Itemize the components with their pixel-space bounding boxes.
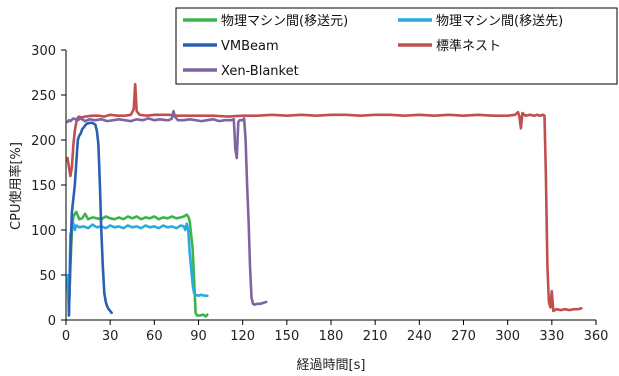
- x-axis-label: 経過時間[s]: [297, 358, 366, 373]
- series-layer: [66, 82, 583, 318]
- series-line-1: [66, 222, 209, 317]
- axes: [61, 49, 597, 325]
- x-tick-label: 60: [146, 329, 163, 344]
- x-tick-label: 0: [62, 329, 70, 344]
- y-tick-label: 50: [39, 269, 56, 284]
- x-tick-label: 330: [539, 329, 564, 344]
- x-tick-label: 120: [230, 329, 255, 344]
- legend-box: [175, 7, 618, 85]
- legend: 物理マシン間(移送元) 物理マシン間(移送先) VMBeam 標準ネスト Xen…: [175, 7, 618, 85]
- y-tick-label: 0: [48, 314, 56, 329]
- x-tick-label: 150: [274, 329, 299, 344]
- x-tick-label: 90: [190, 329, 207, 344]
- x-tick-label: 270: [451, 329, 476, 344]
- y-tick-label: 150: [31, 179, 56, 194]
- x-tick-label: 300: [495, 329, 520, 344]
- legend-label-3: 標準ネスト: [436, 38, 501, 54]
- legend-label-2: VMBeam: [221, 39, 279, 54]
- series-line-2: [67, 121, 113, 317]
- x-tick-label: 210: [363, 329, 388, 344]
- legend-label-4: Xen-Blanket: [221, 64, 299, 79]
- y-tick-label: 200: [31, 134, 56, 149]
- series-line-0: [67, 210, 209, 318]
- y-tick-label: 300: [31, 44, 56, 59]
- series-line-3: [66, 82, 583, 313]
- x-tick-label: 240: [407, 329, 432, 344]
- legend-label-1: 物理マシン間(移送先): [436, 14, 563, 29]
- series-line-4: [66, 109, 268, 307]
- y-axis-label: CPU使用率[%]: [8, 142, 24, 230]
- legend-label-0: 物理マシン間(移送元): [221, 14, 348, 29]
- x-tick-label: 360: [584, 329, 609, 344]
- tick-labels: 0 50 100 150 200 250 300 0 30 60 90 120 150 180 210 240…: [31, 44, 608, 344]
- y-tick-label: 100: [31, 224, 56, 239]
- y-tick-label: 250: [31, 89, 56, 104]
- x-tick-label: 180: [319, 329, 344, 344]
- x-tick-label: 30: [102, 329, 119, 344]
